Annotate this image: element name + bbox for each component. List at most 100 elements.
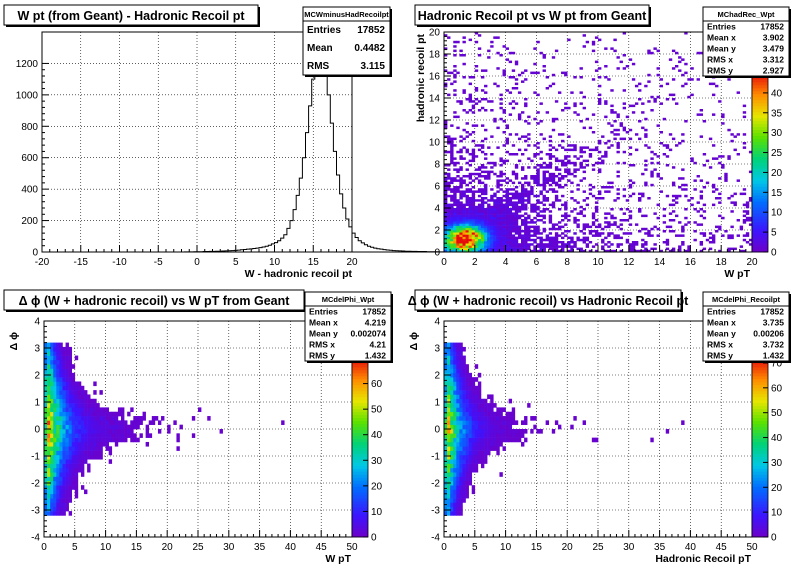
heatmap-cell xyxy=(678,186,682,189)
heatmap-cell xyxy=(477,245,482,248)
heatmap-cell xyxy=(133,416,137,421)
heatmap-cell xyxy=(514,437,519,443)
heatmap-cell xyxy=(450,243,454,246)
heatmap-cell xyxy=(456,115,460,119)
heatmap-cell xyxy=(607,186,611,189)
heatmap-cell xyxy=(493,245,497,248)
heatmap-cell xyxy=(477,148,482,152)
heatmap-cell xyxy=(456,377,460,382)
heatmap-cell xyxy=(508,153,513,156)
palette-cell xyxy=(752,156,768,160)
heatmap-cell xyxy=(444,192,448,196)
palette-cell xyxy=(752,435,768,439)
heatmap-cell xyxy=(484,188,488,191)
heatmap-cell xyxy=(447,234,451,237)
heatmap-cell xyxy=(480,216,485,220)
heatmap-cell xyxy=(44,485,48,490)
palette-cell xyxy=(352,459,368,463)
heatmap-cell xyxy=(521,214,525,218)
heatmap-cell xyxy=(573,232,577,235)
heatmap-cell xyxy=(505,203,509,207)
heatmap-cell xyxy=(551,236,556,240)
heatmap-cell xyxy=(601,155,605,158)
palette-cell xyxy=(352,477,368,481)
palette-cell xyxy=(352,489,368,493)
heatmap-cell xyxy=(47,489,51,495)
heatmap-cell xyxy=(462,40,466,44)
heatmap-cell xyxy=(505,221,509,224)
heatmap-cell xyxy=(62,381,66,387)
heatmap-cell xyxy=(56,454,60,460)
heatmap-cell xyxy=(450,153,454,156)
heatmap-cell xyxy=(564,205,568,209)
heatmap-cell xyxy=(474,225,479,229)
heatmap-cell xyxy=(570,424,574,430)
heatmap-cell xyxy=(693,208,697,211)
heatmap-cell xyxy=(62,498,66,503)
palette-cell xyxy=(352,465,368,469)
heatmap-cell xyxy=(456,454,460,460)
heatmap-cell xyxy=(539,166,543,169)
palette-cell xyxy=(352,522,368,526)
heatmap-cell xyxy=(557,186,562,189)
heatmap-cell xyxy=(656,161,660,165)
heatmap-cell xyxy=(474,407,479,413)
heatmap-cell xyxy=(450,142,454,145)
heatmap-cell xyxy=(545,234,550,237)
heatmap-cell xyxy=(524,420,528,425)
heatmap-cell xyxy=(530,192,534,196)
heatmap-cell xyxy=(47,411,51,417)
heatmap-cell xyxy=(50,403,54,408)
heatmap-cell xyxy=(668,230,673,233)
heatmap-cell xyxy=(585,203,590,207)
heatmap-cell xyxy=(502,159,506,163)
heatmap-cell xyxy=(493,214,497,218)
palette-cell xyxy=(752,465,768,469)
heatmap-cell xyxy=(47,355,51,361)
heatmap-cell xyxy=(554,247,559,251)
palette-cell xyxy=(752,207,768,211)
heatmap-cell xyxy=(628,243,633,246)
heatmap-cell xyxy=(474,238,479,242)
heatmap-cell xyxy=(124,437,128,443)
heatmap-cell xyxy=(447,203,451,207)
heatmap-cell xyxy=(613,111,617,114)
heatmap-cell xyxy=(487,433,491,438)
heatmap-cell xyxy=(462,192,466,196)
heatmap-cell xyxy=(610,208,614,211)
heatmap-cell xyxy=(653,225,657,229)
heatmap-cell xyxy=(730,225,734,229)
heatmap-cell xyxy=(557,144,562,147)
heatmap-cell xyxy=(576,157,580,160)
stats-key: RMS y xyxy=(309,351,335,361)
heatmap-cell xyxy=(56,506,60,512)
heatmap-cell xyxy=(62,359,66,365)
heatmap-cell xyxy=(533,155,537,158)
heatmap-cell xyxy=(453,69,457,72)
heatmap-cell xyxy=(456,511,460,516)
heatmap-cell xyxy=(484,210,488,213)
heatmap-cell xyxy=(59,450,63,456)
heatmap-cell xyxy=(114,441,119,447)
heatmap-cell xyxy=(450,441,454,447)
heatmap-cell xyxy=(468,238,473,242)
heatmap-cell xyxy=(681,183,685,187)
heatmap-cell xyxy=(87,429,91,434)
heatmap-cell xyxy=(641,249,645,253)
heatmap-cell xyxy=(471,437,476,443)
heatmap-cell xyxy=(548,148,553,152)
heatmap-cell xyxy=(480,76,485,79)
heatmap-cell xyxy=(598,192,602,196)
heatmap-cell xyxy=(468,201,473,204)
heatmap-cell xyxy=(684,188,688,191)
heatmap-cell xyxy=(80,416,85,421)
heatmap-cell xyxy=(561,175,565,178)
heatmap-cell xyxy=(499,214,503,218)
heatmap-cell xyxy=(484,177,488,180)
heatmap-cell xyxy=(71,476,76,482)
heatmap-cell xyxy=(650,95,654,99)
heatmap-cell xyxy=(527,190,531,193)
heatmap-cell xyxy=(450,429,454,434)
heatmap-cell xyxy=(699,113,704,116)
heatmap-cell xyxy=(90,441,94,447)
